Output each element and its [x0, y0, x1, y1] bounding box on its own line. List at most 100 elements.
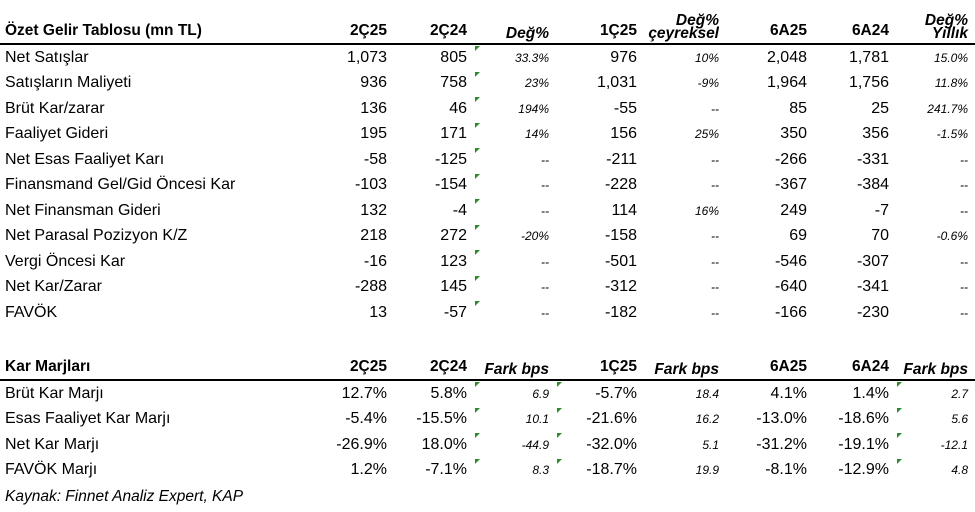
- table-cell: 156: [610, 125, 637, 143]
- table-cell: --: [474, 300, 556, 326]
- table-cell: 350: [780, 125, 807, 143]
- margins-header-3: Fark bps: [474, 356, 556, 381]
- row-label: Satışların Maliyeti: [5, 74, 132, 92]
- row-label: Net Kar/Zarar: [5, 278, 102, 296]
- table-cell: --: [960, 178, 968, 193]
- table-cell: 132: [360, 201, 387, 219]
- row-label: Brüt Kar/zarar: [5, 99, 105, 117]
- table-cell: 18.4: [695, 386, 719, 401]
- table-cell: -341: [856, 278, 889, 296]
- table-row: Net Kar Marjı -26.9% 18.0% -44.9 -32.0% 5.1 -3…: [0, 432, 975, 458]
- table-cell: -331: [856, 150, 889, 168]
- table-cell: 1.2%: [350, 461, 387, 479]
- table-cell: -21.6%: [556, 407, 644, 433]
- table-cell: 2.7: [896, 380, 975, 407]
- table-cell: 1,964: [766, 74, 807, 92]
- table-cell: 12.7%: [341, 384, 387, 402]
- row-label: FAVÖK Marjı: [5, 461, 98, 479]
- table-cell: -640: [774, 278, 807, 296]
- table-cell: -7.1%: [425, 461, 467, 479]
- margins-header-1: 2Ç25: [322, 356, 394, 381]
- table-row: FAVÖK Marjı 1.2% -7.1% 8.3 -18.7% 19.9 -8.1% -1…: [0, 458, 975, 484]
- income-header-1: 2Ç25: [322, 2, 394, 45]
- table-cell: 23%: [474, 71, 556, 97]
- table-row: Satışların Maliyeti 936 758 23% 1,031 -9% 1,96…: [0, 71, 975, 97]
- row-label: FAVÖK: [5, 303, 58, 321]
- table-cell: -9%: [697, 76, 719, 91]
- table-row: Vergi Öncesi Kar -16 123 -- -501 -- -546 -307 --: [0, 249, 975, 275]
- table-cell: --: [711, 280, 719, 295]
- table-cell: -384: [856, 176, 889, 194]
- source-note: Kaynak: Finnet Analiz Expert, KAP: [5, 488, 244, 505]
- margins-header-6: 6A25: [726, 356, 814, 381]
- table-row: Faaliyet Gideri 195 171 14% 156 25% 350 356 -1.5…: [0, 122, 975, 148]
- row-label: Vergi Öncesi Kar: [5, 252, 126, 270]
- table-cell: 46: [449, 99, 467, 117]
- row-label: Net Satışlar: [5, 48, 89, 66]
- table-row: Esas Faaliyet Kar Marjı -5.4% -15.5% 10.1 -2…: [0, 407, 975, 433]
- table-cell: 5.6: [896, 407, 975, 433]
- table-row: Finansmand Gel/Gid Öncesi Kar -103 -154 -- -…: [0, 173, 975, 199]
- table-cell: 5.1: [702, 437, 719, 452]
- table-cell: 241.7%: [927, 101, 968, 116]
- table-cell: -1.5%: [936, 127, 968, 142]
- table-cell: -20%: [474, 224, 556, 250]
- table-cell: --: [960, 280, 968, 295]
- table-cell: -288: [354, 278, 387, 296]
- table-cell: 33.3%: [474, 44, 556, 71]
- table-cell: 136: [360, 99, 387, 117]
- table-cell: -58: [363, 150, 387, 168]
- table-cell: 6.9: [474, 380, 556, 407]
- table-cell: -13.0%: [756, 410, 807, 428]
- table-row: FAVÖK 13 -57 -- -182 -- -166 -230 --: [0, 300, 975, 326]
- margins-header-8: Fark bps: [896, 356, 975, 381]
- table-cell: 356: [862, 125, 889, 143]
- table-cell: 936: [360, 74, 387, 92]
- table-cell: 18.0%: [421, 435, 467, 453]
- row-label: Esas Faaliyet Kar Marjı: [5, 410, 171, 428]
- income-header-5: Değ% çeyreksel: [644, 2, 726, 45]
- income-statement-table: Özet Gelir Tablosu (mn TL) 2Ç25 2Ç24 Değ% 1Ç…: [0, 2, 975, 326]
- table-row: Net Kar/Zarar -288 145 -- -312 -- -640 -341 --: [0, 275, 975, 301]
- margins-header-5: Fark bps: [644, 356, 726, 381]
- table-cell: 13: [369, 303, 387, 321]
- table-cell: -211: [606, 150, 637, 168]
- table-cell: --: [711, 229, 719, 244]
- table-cell: 2,048: [766, 48, 807, 66]
- table-cell: --: [474, 275, 556, 301]
- table-cell: -5.4%: [345, 410, 387, 428]
- table-cell: 4.1%: [770, 384, 807, 402]
- income-header-3: Değ%: [474, 2, 556, 45]
- table-cell: -5.7%: [556, 380, 644, 407]
- table-cell: --: [711, 254, 719, 269]
- table-row: Net Parasal Pozizyon K/Z 218 272 -20% -158 --…: [0, 224, 975, 250]
- table-cell: -546: [774, 252, 807, 270]
- table-cell: --: [960, 305, 968, 320]
- table-cell: -26.9%: [336, 435, 387, 453]
- table-cell: --: [474, 173, 556, 199]
- table-cell: 19.9: [695, 463, 719, 478]
- table-cell: 16%: [694, 203, 719, 218]
- table-cell: -228: [604, 176, 637, 194]
- table-cell: --: [474, 249, 556, 275]
- table-cell: 16.2: [695, 412, 719, 427]
- table-cell: --: [711, 152, 719, 167]
- table-cell: -55: [613, 99, 637, 117]
- table-row: Net Finansman Gideri 132 -4 -- 114 16% 249 -7 --: [0, 198, 975, 224]
- table-cell: 218: [360, 227, 387, 245]
- table-cell: 249: [780, 201, 807, 219]
- table-cell: -32.0%: [556, 432, 644, 458]
- income-header-0: Özet Gelir Tablosu (mn TL): [0, 2, 322, 45]
- table-cell: -501: [604, 252, 637, 270]
- table-cell: --: [960, 152, 968, 167]
- table-cell: 15.0%: [933, 50, 968, 65]
- table-cell: 171: [440, 125, 467, 143]
- table-cell: 758: [440, 74, 467, 92]
- margins-header-4: 1Ç25: [556, 356, 644, 381]
- table-cell: -15.5%: [416, 410, 467, 428]
- table-cell: --: [474, 198, 556, 224]
- table-cell: --: [711, 178, 719, 193]
- table-cell: 1,781: [848, 48, 889, 66]
- table-cell: -103: [354, 176, 387, 194]
- table-cell: -31.2%: [756, 435, 807, 453]
